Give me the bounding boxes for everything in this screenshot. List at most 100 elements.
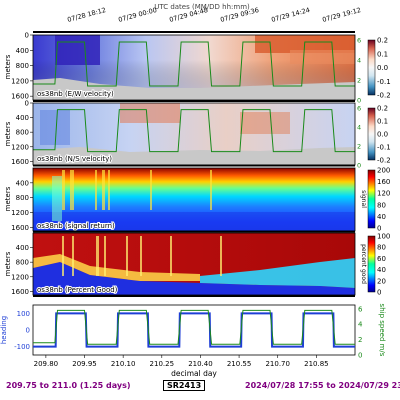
panel2-speed-tick: 6 [357,104,361,112]
panel2-colorbar [367,107,376,161]
percent-good-ylabel: meters [4,251,12,276]
panel4-colorbar-tick: 40 [377,266,386,274]
panel1-ytick-label: 1600 [11,93,29,101]
date-range-label: 2024/07/28 17:55 to 2024/07/29 23:55 [245,381,400,390]
speed-trace-line [33,41,355,87]
xaxis-label: decimal day [171,369,217,378]
ns-velocity-patch-red2 [240,112,290,134]
xtick-label: 210.55 [227,360,252,368]
heading-ytick-label: -100 [14,343,30,351]
panel1-ytick-label: 400 [16,47,29,55]
percent-good-spike [140,236,142,276]
colorbars: 0.20.10.0-0.1-0.20.20.10.0-0.1-0.2200160… [360,37,391,297]
signal-return-ylabel: meters [4,186,12,211]
panel2-colorbar-tick: 0.1 [377,118,388,126]
panel3-colorbar [367,169,376,229]
ns-velocity-ylabel: meters [4,121,12,146]
ns-velocity-patch-blue [40,110,70,145]
xtick-label: 210.70 [265,360,290,368]
ns-velocity-label: os38nb (N/S velocity) [37,155,112,163]
panel3-colorbar-tick: 80 [377,201,386,209]
percent-good-spike [170,236,172,276]
ew-velocity-label: os38nb (E/W velocity) [37,90,114,98]
speed-ytick-label: 4 [358,321,363,329]
panel2-speed-tick: 2 [357,142,361,150]
xtick-label: 209.95 [72,360,97,368]
panel2-colorbar-tick: -0.2 [377,157,391,165]
panel2-speed-tick: 0 [357,162,361,170]
panel3-ytick-label: 800 [16,194,29,202]
signal-spike [108,170,110,210]
header-title: UTC dates (MM/DD hh:mm) [154,3,250,11]
percent-good-panel: os38nb (Percent Good) meters [4,232,356,297]
day-range-label: 209.75 to 211.0 (1.25 days) [6,381,131,390]
heading-speed-lines [33,309,355,348]
xtick-label: 210.40 [188,360,213,368]
panel4-colorbar-tick: 80 [377,244,386,252]
percent-good-mid-zone [200,258,355,288]
panel1-ytick-label: 1200 [11,77,29,85]
ns-velocity-patch-red [120,103,180,123]
panel2-colorbar-tick: 0.0 [377,131,388,139]
panel3-colorbar-label: signal [360,190,367,208]
percent-good-spike [220,236,222,276]
panel4-ytick-label: 1600 [11,288,29,296]
panel1-ytick-label: 0 [25,32,29,40]
signal-return-early-spike [52,176,62,221]
panel2-colorbar-tick: 0.2 [377,105,388,113]
heading-speed-panel: heading ship speed m/s decimal day [0,304,386,378]
panel3-colorbar-tick: 160 [377,178,390,186]
top-date-label: 07/28 18:12 [66,6,106,24]
signal-return-panel: os38nb (signal return) meters [4,167,356,233]
panel3-colorbar-tick: 200 [377,167,390,175]
cruise-id-box: SR2413 [163,380,206,391]
signal-spike [70,170,74,210]
panel2-ytick-label: 400 [16,114,29,122]
signal-return-spikes [62,170,212,210]
panel1-colorbar-tick: -0.1 [377,78,391,86]
panel4-ytick-label: 1200 [11,273,29,281]
speed-ytick-label: 0 [358,352,362,360]
ew-velocity-speed-trace [33,41,355,87]
panel4-colorbar-label: percent good [360,244,367,284]
top-date-label: 07/29 00:00 [117,6,157,24]
ns-velocity-speed-trace [33,109,355,153]
panel1-colorbar-tick: 0.2 [377,37,388,45]
ew-velocity-no-data [33,78,355,100]
panel1-speed-tick: 4 [357,57,361,65]
panel1-colorbar-tick: 0.0 [377,64,388,72]
panel4-ytick-label: 400 [16,244,29,252]
percent-good-deep-zone [33,262,355,295]
panel3-colorbar-tick: 120 [377,190,390,198]
speed-ytick-label: 2 [358,336,362,344]
panel1-speed-tick: 0 [357,97,361,105]
signal-spike [95,170,97,210]
speed-ytick-label: 6 [358,305,363,313]
panel2-speed-tick: 4 [357,123,361,131]
ew-velocity-ylabel: meters [4,54,12,79]
panel1-colorbar [367,39,376,96]
panel3-ytick-label: 1200 [11,209,29,217]
signal-spike [210,170,212,210]
heading-ytick-label: 100 [17,310,30,318]
panel4-colorbar-tick: 0 [377,289,381,297]
ew-velocity-panel: os38nb (E/W velocity) meters [4,31,356,102]
signal-return-lower-band [33,212,355,231]
panel3-colorbar-tick: 0 [377,225,381,233]
top-date-label: 07/29 19:12 [321,6,361,24]
panel1-ytick-label: 800 [16,62,29,70]
percent-good-spike [96,236,99,276]
panel2-ytick-label: 1600 [11,158,29,166]
panel1-colorbar-tick: -0.2 [377,92,391,100]
xtick-label: 210.10 [111,360,136,368]
panel1-speed-tick: 6 [357,37,361,45]
xtick-label: 210.85 [304,360,329,368]
ew-velocity-strong-west-patch [55,35,100,65]
percent-good-label: os38nb (Percent Good) [37,286,118,294]
percent-good-yellow-band [33,254,200,281]
panel4-colorbar-tick: 100 [377,233,390,241]
percent-good-spikes [62,236,222,276]
panel2-colorbar-tick: -0.1 [377,144,391,152]
